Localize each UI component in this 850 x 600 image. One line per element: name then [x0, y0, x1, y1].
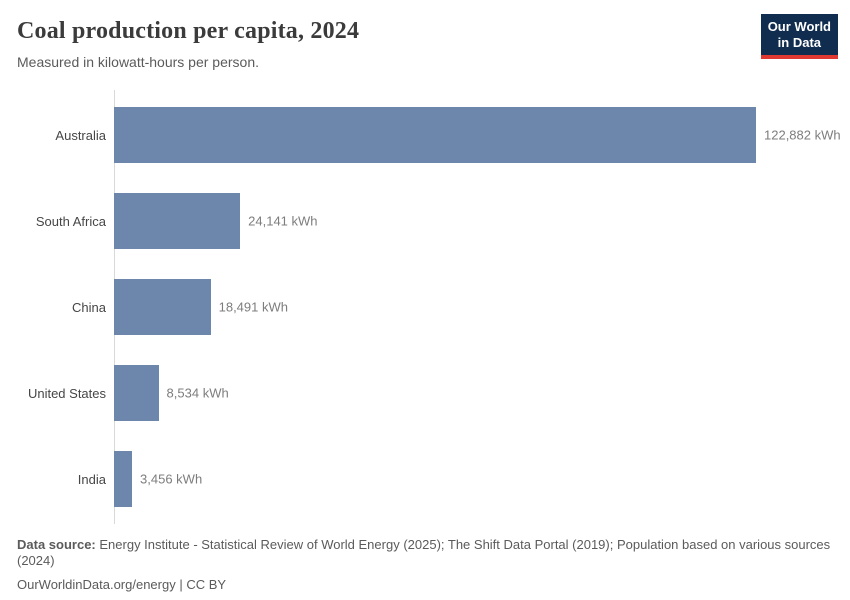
owid-logo[interactable]: Our World in Data	[760, 14, 838, 59]
category-label-united-states: United States	[27, 385, 106, 401]
bar-chart-rows: Australia 122,882 kWh South Africa 24,141 k…	[17, 90, 841, 524]
category-label-china: China	[72, 299, 106, 315]
bar-track-australia: 122,882 kWh	[114, 107, 841, 163]
value-label-australia: 122,882 kWh	[764, 127, 841, 143]
bar-track-south-africa: 24,141 kWh	[114, 193, 756, 249]
bar-track-india: 3,456 kWh	[114, 451, 756, 507]
data-source-label: Data source:	[17, 537, 96, 552]
chart-header: Coal production per capita, 2024 Measure…	[17, 14, 838, 70]
bar-south-africa[interactable]	[114, 193, 241, 249]
data-source-text: Energy Institute - Statistical Review of…	[17, 537, 831, 569]
footer-license-link[interactable]: OurWorldinData.org/energy | CC BY	[17, 576, 227, 592]
category-label-india: India	[77, 471, 106, 487]
chart-subtitle: Measured in kilowatt-hours per person.	[17, 54, 260, 70]
value-label-united-states: 8,534 kWh	[166, 385, 229, 401]
data-source-line: Data source: Energy Institute - Statisti…	[17, 537, 833, 570]
value-label-india: 3,456 kWh	[140, 471, 203, 487]
bar-china[interactable]	[114, 279, 211, 335]
bar-india[interactable]	[114, 451, 133, 507]
category-label-australia: Australia	[55, 127, 106, 143]
chart-row-india: India 3,456 kWh	[17, 436, 833, 522]
chart-row-china: China 18,491 kWh	[17, 264, 833, 350]
value-label-south-africa: 24,141 kWh	[248, 213, 318, 229]
chart-row-south-africa: South Africa 24,141 kWh	[17, 178, 833, 264]
bar-united-states[interactable]	[114, 365, 159, 421]
chart-title: Coal production per capita, 2024	[17, 18, 360, 44]
bar-australia[interactable]	[114, 107, 756, 163]
bar-chart-area: Australia 122,882 kWh South Africa 24,141 k…	[17, 90, 841, 524]
chart-row-australia: Australia 122,882 kWh	[17, 92, 841, 178]
owid-logo-line2: in Data	[777, 35, 822, 51]
chart-row-united-states: United States 8,534 kWh	[17, 350, 833, 436]
bar-track-united-states: 8,534 kWh	[114, 365, 756, 421]
value-label-china: 18,491 kWh	[218, 299, 288, 315]
chart-footer: Data source: Energy Institute - Statisti…	[17, 537, 833, 592]
bar-track-china: 18,491 kWh	[114, 279, 756, 335]
owid-logo-line1: Our World	[767, 19, 831, 34]
category-label-south-africa: South Africa	[35, 213, 106, 229]
